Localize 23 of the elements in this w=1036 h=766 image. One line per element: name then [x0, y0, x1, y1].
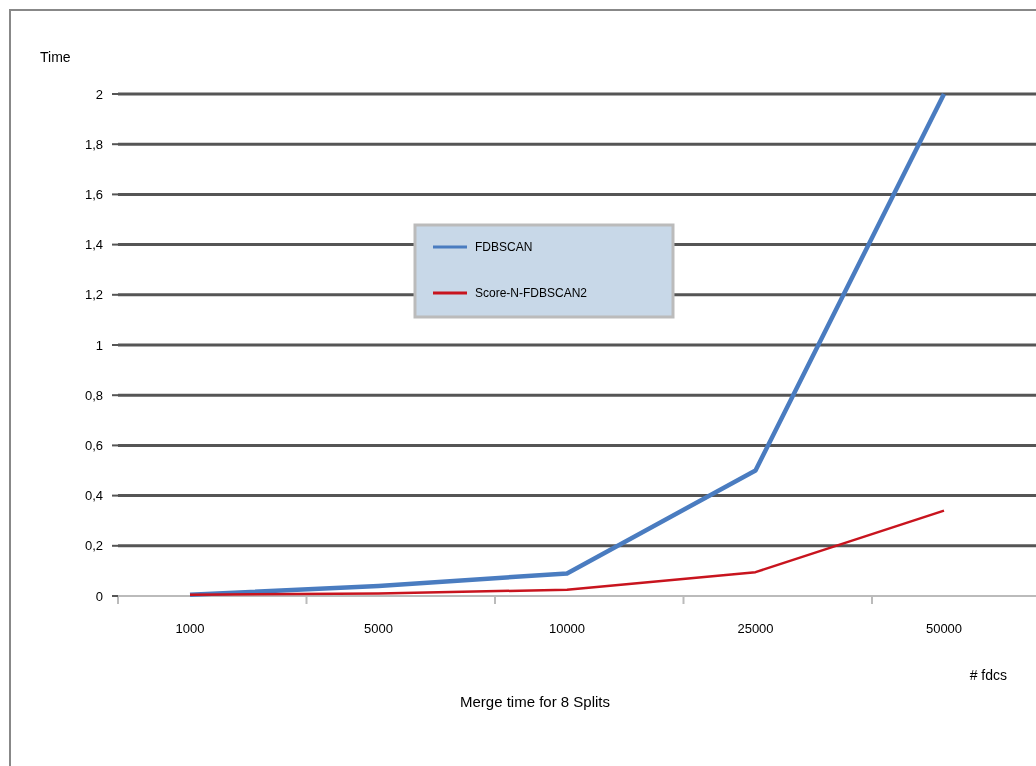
line-series [188, 509, 946, 596]
legend-label: FDBSCAN [475, 240, 533, 255]
legend-label: Score-N-FDBSCAN2 [475, 286, 588, 301]
y-tick-label: 1,4 [84, 237, 103, 253]
x-axis-title: # fdcs [969, 667, 1007, 683]
y-tick-label: 0 [95, 588, 103, 604]
y-tick-label: 0,6 [84, 437, 103, 453]
y-tick-label: 1 [95, 337, 103, 353]
x-tick-label: 25000 [737, 621, 774, 636]
x-tick-label: 1000 [175, 621, 205, 636]
x-tick-label: 5000 [364, 621, 393, 636]
y-tick-label: 0,8 [84, 387, 103, 403]
x-tick-label: 10000 [548, 621, 586, 636]
x-tick-label: 50000 [925, 621, 963, 636]
y-tick-label: 1,2 [84, 287, 103, 303]
y-tick-label: 2 [95, 86, 103, 102]
line-series [187, 91, 947, 597]
y-tick-label: 0,4 [84, 488, 103, 504]
y-axis-title: Time [40, 49, 71, 65]
y-tick-label: 0,2 [84, 538, 103, 554]
text: Merge time for 8 Splits [459, 693, 611, 710]
y-tick-label: 1,8 [84, 136, 103, 152]
y-tick-label: 1,6 [84, 186, 103, 202]
